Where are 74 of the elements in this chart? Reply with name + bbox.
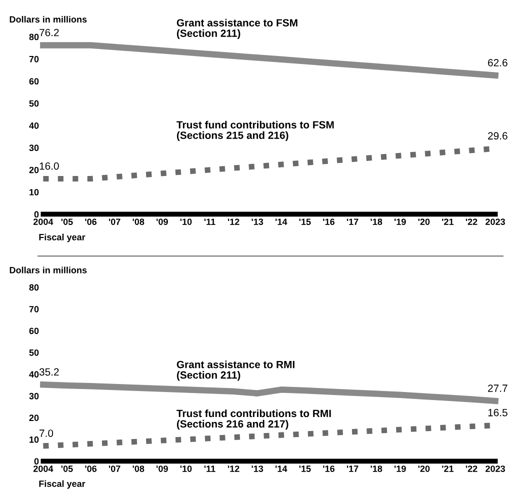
- y-tick-label: 0: [34, 458, 39, 465]
- y-tick-label: 20: [29, 414, 39, 422]
- x-tick-label: '22: [466, 218, 478, 225]
- x-tick-label: '10: [180, 218, 192, 225]
- x-tick-label: '08: [132, 218, 144, 225]
- y-tick-label: 60: [29, 328, 39, 334]
- y-axis-title: Dollars in millions: [10, 266, 87, 274]
- series-label: Grant assistance to RMI (Section 211): [176, 360, 294, 381]
- x-tick-label: '17: [346, 466, 358, 472]
- data-label: 16.5: [488, 408, 508, 416]
- y-tick-label: 10: [30, 188, 39, 196]
- x-tick-label: '06: [85, 218, 97, 225]
- x-tick-label: '20: [418, 466, 430, 472]
- x-tick-label: '10: [180, 466, 192, 472]
- x-axis-title: Fiscal year: [39, 480, 86, 489]
- data-label: 27.7: [488, 384, 508, 392]
- x-tick-label: '15: [299, 218, 311, 225]
- x-tick-label: '06: [85, 466, 97, 472]
- y-tick-label: 30: [29, 144, 39, 152]
- y-tick-label: 20: [29, 166, 39, 174]
- x-tick-label: '21: [442, 218, 454, 225]
- data-label: 35.2: [39, 368, 59, 376]
- y-tick-label: 80: [29, 34, 39, 40]
- x-tick-label: '17: [346, 218, 358, 225]
- x-tick-label: '05: [61, 466, 73, 472]
- y-tick-label: 50: [29, 100, 39, 107]
- y-tick-label: 40: [29, 371, 39, 378]
- x-tick-label: '13: [252, 218, 264, 226]
- x-tick-label: '19: [394, 218, 406, 225]
- y-tick-label: 10: [30, 436, 39, 443]
- y-tick-label: 40: [29, 122, 39, 129]
- x-tick-label: '15: [299, 466, 311, 472]
- x-tick-label: '19: [394, 466, 406, 472]
- data-label: 76.2: [40, 28, 59, 36]
- x-tick-label: '09: [156, 218, 168, 225]
- data-label: 7.0: [40, 430, 54, 437]
- x-tick-label: '12: [228, 466, 240, 472]
- x-tick-label: 2023: [486, 466, 506, 472]
- y-tick-label: 30: [29, 392, 39, 400]
- y-tick-label: 70: [29, 306, 39, 312]
- x-tick-label: '14: [276, 218, 288, 225]
- series-label: Trust fund contributions to RMI (Sections 216 and 217): [176, 409, 331, 430]
- x-tick-label: '07: [108, 218, 120, 225]
- y-tick-label: 0: [34, 211, 39, 218]
- data-label: 62.6: [488, 59, 508, 66]
- series-label: Trust fund contributions to FSM (Sections 215 and 216): [176, 120, 334, 142]
- x-tick-label: '22: [466, 466, 478, 472]
- y-tick-label: 70: [29, 56, 39, 62]
- x-tick-label: '11: [204, 466, 216, 472]
- x-tick-label: 2004: [33, 466, 54, 472]
- x-tick-label: 2023: [486, 218, 506, 226]
- y-tick-label: 60: [29, 78, 39, 85]
- y-axis-title: Dollars in millions: [10, 16, 87, 23]
- x-tick-label: '14: [276, 466, 288, 472]
- x-tick-label: '12: [228, 218, 240, 225]
- x-tick-label: '16: [323, 466, 334, 472]
- y-tick-label: 50: [29, 349, 39, 356]
- x-tick-label: '05: [61, 218, 73, 225]
- x-tick-label: '08: [132, 466, 144, 472]
- x-tick-label: '11: [204, 218, 216, 225]
- x-tick-label: '20: [418, 218, 430, 225]
- y-tick-label: 80: [29, 284, 39, 291]
- x-tick-label: '18: [370, 466, 382, 472]
- data-label: 16.0: [40, 162, 59, 170]
- x-tick-label: 2004: [33, 218, 54, 225]
- series-label: Grant assistance to FSM (Section 211): [176, 18, 298, 40]
- x-tick-label: '07: [108, 466, 120, 472]
- x-tick-label: '09: [156, 466, 168, 472]
- x-tick-label: '21: [442, 466, 454, 472]
- data-label: 29.6: [488, 132, 508, 140]
- x-tick-label: '18: [370, 218, 382, 225]
- x-tick-label: '13: [252, 466, 264, 472]
- x-tick-label: '16: [323, 218, 334, 225]
- x-axis-title: Fiscal year: [39, 234, 86, 242]
